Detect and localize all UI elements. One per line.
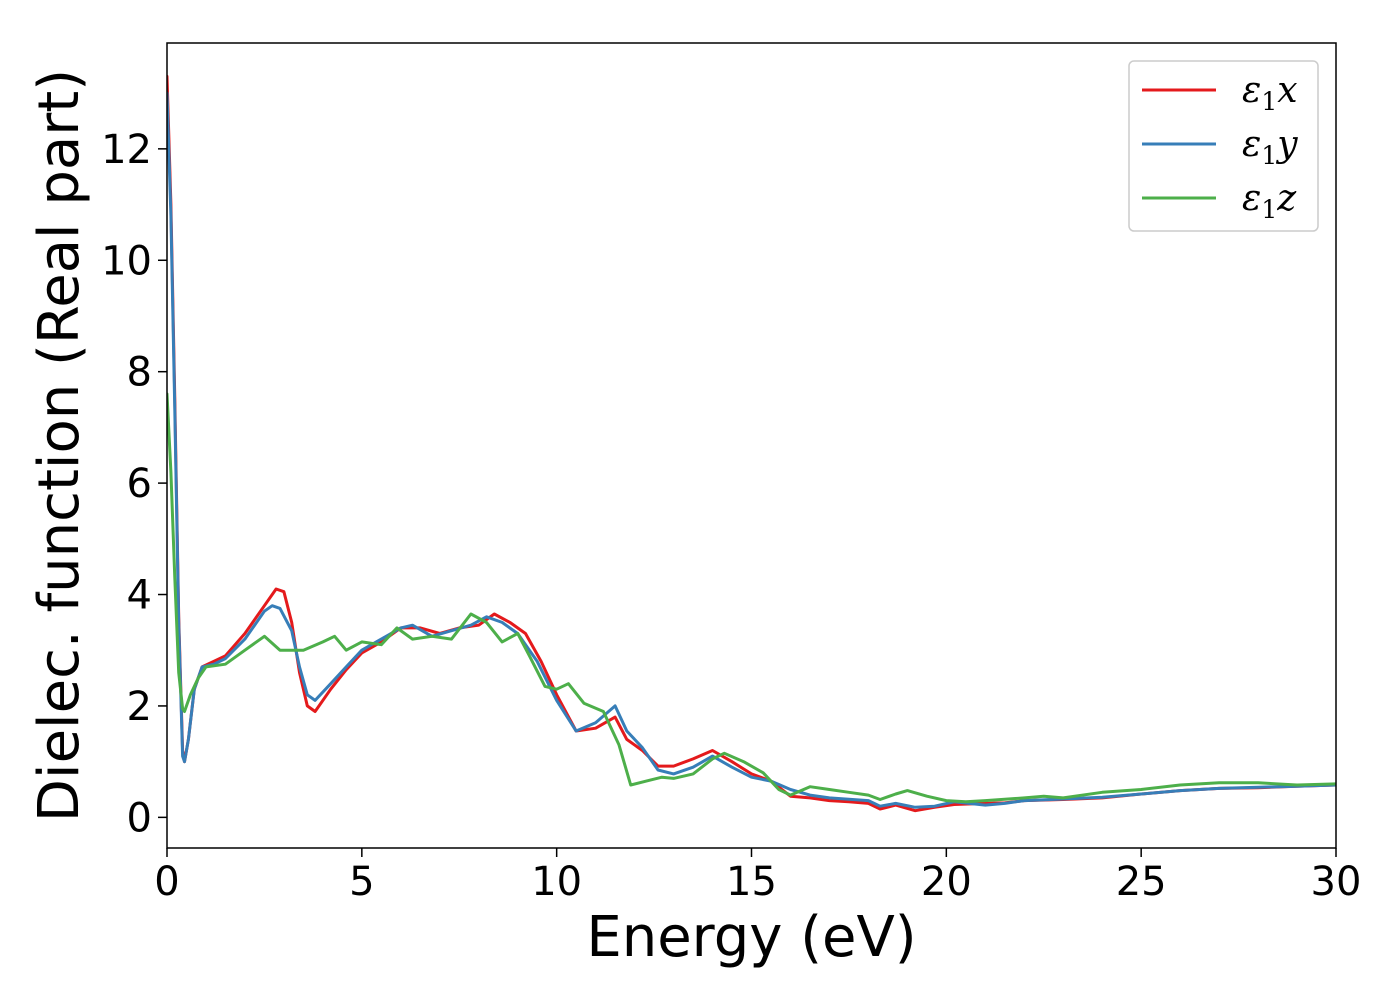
y-axis: 0 2 4 6 8 10 12 bbox=[101, 127, 167, 841]
x-tick-label: 5 bbox=[349, 859, 374, 905]
y-tick-label: 6 bbox=[127, 461, 152, 507]
legend-label-z: ε1z bbox=[1242, 178, 1297, 224]
x-tick-label: 25 bbox=[1116, 859, 1167, 905]
y-tick-label: 10 bbox=[101, 238, 152, 284]
series-layer bbox=[167, 74, 1336, 813]
y-tick-label: 8 bbox=[127, 350, 152, 396]
series-line-z bbox=[167, 392, 1336, 804]
y-tick-label: 4 bbox=[127, 573, 152, 619]
legend-label-y: ε1y bbox=[1242, 124, 1298, 170]
x-tick-label: 0 bbox=[154, 859, 179, 905]
y-tick-label: 12 bbox=[101, 127, 152, 173]
x-tick-label: 30 bbox=[1311, 859, 1362, 905]
x-tick-label: 10 bbox=[531, 859, 582, 905]
y-tick-label: 0 bbox=[127, 795, 152, 841]
legend-label-x: ε1x bbox=[1242, 70, 1298, 116]
x-tick-label: 20 bbox=[921, 859, 972, 905]
legend-box bbox=[1128, 60, 1319, 232]
x-axis: 0 5 10 15 20 25 30 bbox=[154, 848, 1361, 905]
y-axis-label: Dielec. function (Real part) bbox=[27, 69, 92, 822]
x-axis-label: Energy (eV) bbox=[586, 905, 916, 970]
legend: ε1x ε1y ε1z bbox=[1128, 60, 1319, 232]
y-tick-label: 2 bbox=[127, 684, 152, 730]
x-tick-label: 15 bbox=[726, 859, 777, 905]
